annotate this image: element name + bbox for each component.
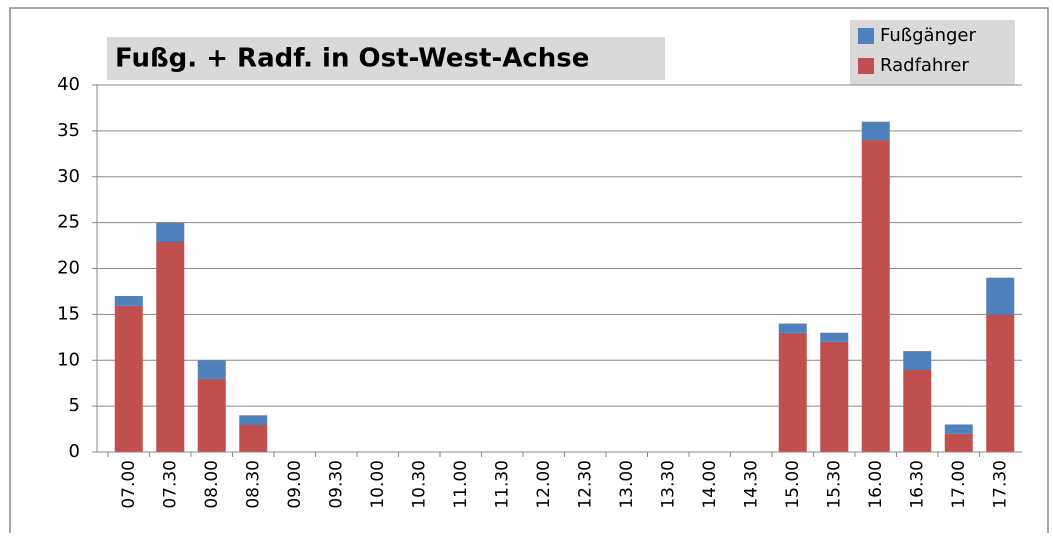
x-tick-label: 15.30 (824, 460, 844, 509)
x-tick-label: 16.30 (907, 460, 927, 509)
bar-segment (820, 332, 849, 342)
x-tick-label: 12.00 (534, 460, 554, 509)
x-tick-label: 16.00 (866, 460, 886, 509)
x-tick-label: 07.00 (119, 460, 139, 509)
x-tick-label: 11.30 (492, 460, 512, 509)
x-tick-label: 07.30 (160, 460, 180, 509)
legend-box (850, 20, 1015, 85)
x-tick-label: 09.00 (285, 460, 305, 509)
y-tick-label: 35 (57, 120, 80, 141)
bar-segment (986, 277, 1015, 315)
x-tick-label: 14.00 (700, 460, 720, 509)
chart-title: Fußg. + Radf. in Ost-West-Achse (115, 44, 589, 74)
legend-swatch (858, 28, 874, 44)
bar-segment (778, 332, 807, 452)
y-tick-label: 25 (57, 212, 80, 233)
y-tick-label: 30 (57, 166, 80, 187)
x-tick-label: 08.00 (202, 460, 222, 509)
bar-segment (114, 296, 143, 306)
bar-segment (197, 360, 226, 379)
legend-swatch (858, 58, 874, 74)
bar-segment (156, 240, 185, 452)
bar-segment (239, 415, 268, 425)
bar-segment (903, 369, 932, 452)
y-tick-label: 40 (57, 74, 80, 95)
bar-segment (114, 305, 143, 452)
y-tick-label: 15 (57, 303, 80, 324)
y-tick-label: 10 (57, 349, 80, 370)
x-tick-label: 12.30 (575, 460, 595, 509)
x-tick-label: 17.00 (949, 460, 969, 509)
x-tick-label: 13.30 (658, 460, 678, 509)
bar-segment (239, 424, 268, 452)
chart-frame (9, 7, 1049, 533)
x-tick-label: 10.30 (409, 460, 429, 509)
bar-segment (156, 222, 185, 241)
legend-label: Radfahrer (880, 55, 969, 76)
bar-segment (861, 121, 890, 141)
bar-segment (820, 341, 849, 452)
bar-segment (197, 378, 226, 452)
bar-segment (986, 314, 1015, 452)
x-tick-label: 15.00 (783, 460, 803, 509)
title-box (107, 37, 665, 80)
bar-segment (944, 424, 973, 434)
x-tick-label: 11.00 (451, 460, 471, 509)
bar-segment (778, 323, 807, 333)
x-tick-label: 17.30 (990, 460, 1010, 509)
x-tick-label: 09.30 (326, 460, 346, 509)
y-tick-label: 5 (69, 395, 80, 416)
legend-label: Fußgänger (880, 25, 976, 46)
x-tick-label: 13.00 (617, 460, 637, 509)
x-tick-label: 08.30 (243, 460, 263, 509)
y-tick-label: 20 (57, 258, 80, 279)
bar-segment (903, 351, 932, 370)
x-tick-label: 14.30 (741, 460, 761, 509)
x-tick-label: 10.00 (368, 460, 388, 509)
bar-segment (861, 140, 890, 453)
y-tick-label: 0 (69, 441, 80, 462)
bar-segment (944, 433, 973, 452)
